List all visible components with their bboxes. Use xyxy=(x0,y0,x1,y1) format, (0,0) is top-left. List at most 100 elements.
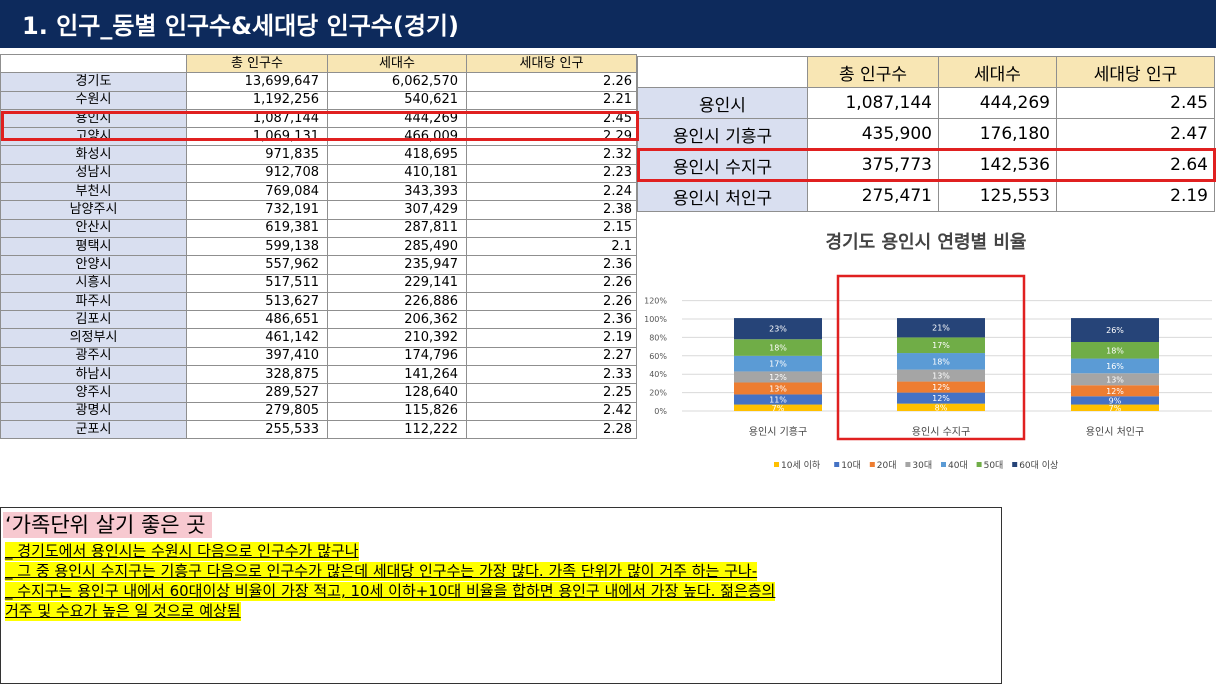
value-cell: 307,429 xyxy=(327,200,467,220)
legend-label: 40대 xyxy=(948,460,968,471)
legend-label: 10세 이하 xyxy=(781,460,821,471)
bar-segment xyxy=(1071,396,1159,405)
bar-segment xyxy=(1071,385,1159,397)
bar-segment xyxy=(897,381,985,393)
value-cell: 513,627 xyxy=(186,291,328,312)
bar-segment xyxy=(1071,358,1159,374)
value-cell: 461,142 xyxy=(186,328,328,348)
value-cell: 375,773 xyxy=(807,149,939,181)
row-name-cell: 부천시 xyxy=(0,182,187,202)
yongin-district-table: 총 인구수 세대수 세대당 인구 용인시 1,087,144 444,269 2.45 용인… xyxy=(637,56,1215,212)
column-header: 세대당 인구 xyxy=(1056,56,1215,88)
value-cell: 444,269 xyxy=(327,108,467,129)
table-row: 용인시 기흥구 435,900 176,180 2.47 xyxy=(637,118,1215,150)
value-cell: 2.64 xyxy=(1056,149,1215,181)
header-blank xyxy=(0,53,187,74)
column-header: 세대수 xyxy=(327,53,467,74)
legend-swatch xyxy=(905,462,911,467)
data-label: 18% xyxy=(1106,346,1124,355)
value-cell: 2.1 xyxy=(466,236,637,257)
chart-svg: 경기도 용인시 연령별 비율0%20%40%60%80%100%120%7%11… xyxy=(644,232,1212,471)
value-cell: 2.47 xyxy=(1056,118,1215,150)
data-label: 17% xyxy=(769,360,787,369)
data-label: 12% xyxy=(932,383,950,392)
legend-swatch xyxy=(976,462,982,467)
value-cell: 279,805 xyxy=(186,401,328,421)
row-name-cell: 용인시 수지구 xyxy=(637,149,808,181)
table-row: 의정부시 461,142 210,392 2.19 xyxy=(0,328,637,348)
data-label: 12% xyxy=(932,394,950,403)
bar-segment xyxy=(1071,373,1159,386)
row-name-cell: 안양시 xyxy=(0,255,187,275)
table-row: 시흥시 517,511 229,141 2.26 xyxy=(0,273,637,293)
legend-label: 30대 xyxy=(912,460,932,471)
legend-swatch xyxy=(774,462,779,467)
table-row: 경기도 13,699,647 6,062,570 2.26 xyxy=(0,72,637,92)
row-name-cell: 경기도 xyxy=(0,72,187,92)
table-row: 성남시 912,708 410,181 2.23 xyxy=(0,163,637,184)
value-cell: 2.26 xyxy=(466,291,637,312)
bar-segment xyxy=(734,394,822,405)
value-cell: 2.19 xyxy=(1056,180,1215,212)
header-blank xyxy=(637,56,808,88)
bar-segment xyxy=(734,404,822,411)
value-cell: 2.19 xyxy=(466,328,637,348)
data-label: 21% xyxy=(932,324,950,333)
bar-segment xyxy=(734,318,822,340)
value-cell: 466,009 xyxy=(327,127,467,147)
y-tick-label: 100% xyxy=(644,315,667,324)
row-name-cell: 고양시 xyxy=(0,127,187,147)
value-cell: 410,181 xyxy=(327,163,467,184)
data-label: 13% xyxy=(932,372,950,381)
value-cell: 275,471 xyxy=(807,180,939,212)
note-line-1: _ 경기도에서 용인시는 수원시 다음으로 인구수가 많구나 xyxy=(5,542,359,561)
value-cell: 285,490 xyxy=(327,236,467,257)
y-tick-label: 60% xyxy=(649,352,667,361)
table-row: 광주시 397,410 174,796 2.27 xyxy=(0,346,637,367)
data-label: 17% xyxy=(932,341,950,350)
note-line-3: _ 수지구는 용인구 내에서 60대이상 비율이 가장 적고, 10세 이하+1… xyxy=(5,582,776,601)
table-row: 용인시 수지구 375,773 142,536 2.64 xyxy=(637,149,1215,181)
note-line-2: _ 그 중 용인시 수지구는 기흥구 다음으로 인구수가 많은데 세대당 인구수… xyxy=(5,562,758,581)
value-cell: 2.21 xyxy=(466,90,637,110)
bar-segment xyxy=(734,371,822,383)
title-bar: 1. 인구_동별 인구수&세대당 인구수(경기) xyxy=(0,0,1216,48)
data-label: 13% xyxy=(1106,375,1124,384)
note-line-4: 거주 및 수요가 높은 일 것으로 예상됨 xyxy=(5,602,241,621)
value-cell: 435,900 xyxy=(807,118,939,150)
table-row: 파주시 513,627 226,886 2.26 xyxy=(0,291,637,312)
column-header: 세대당 인구 xyxy=(466,53,637,74)
table-row: 김포시 486,651 206,362 2.36 xyxy=(0,310,637,330)
x-tick-label: 용인시 기흥구 xyxy=(749,425,807,438)
value-cell: 176,180 xyxy=(938,118,1057,150)
value-cell: 912,708 xyxy=(186,163,328,184)
value-cell: 2.29 xyxy=(466,127,637,147)
value-cell: 1,192,256 xyxy=(186,90,328,110)
table-header-row: 총 인구수 세대수 세대당 인구 xyxy=(0,53,637,74)
row-name-cell: 남양주시 xyxy=(0,200,187,220)
value-cell: 13,699,647 xyxy=(186,72,328,92)
value-cell: 255,533 xyxy=(186,419,328,440)
value-cell: 486,651 xyxy=(186,310,328,330)
value-cell: 289,527 xyxy=(186,383,328,403)
table-row: 남양주시 732,191 307,429 2.38 xyxy=(0,200,637,220)
data-label: 12% xyxy=(769,373,787,382)
value-cell: 1,087,144 xyxy=(807,87,939,119)
value-cell: 2.27 xyxy=(466,346,637,367)
table-header-row: 총 인구수 세대수 세대당 인구 xyxy=(637,56,1215,88)
row-name-cell: 시흥시 xyxy=(0,273,187,293)
note-heading: ‘가족단위 살기 좋은 곳 xyxy=(3,512,212,538)
row-name-cell: 군포시 xyxy=(0,419,187,440)
data-label: 13% xyxy=(769,384,787,393)
legend-label: 20대 xyxy=(877,460,897,471)
row-name-cell: 성남시 xyxy=(0,163,187,184)
table-row: 수원시 1,192,256 540,621 2.21 xyxy=(0,90,637,110)
bar-segment xyxy=(897,369,985,382)
row-name-cell: 화성시 xyxy=(0,145,187,165)
table-row: 화성시 971,835 418,695 2.32 xyxy=(0,145,637,165)
bar-segment xyxy=(734,355,822,372)
row-name-cell: 수원시 xyxy=(0,90,187,110)
table-row: 고양시 1,069,131 466,009 2.29 xyxy=(0,127,637,147)
value-cell: 619,381 xyxy=(186,218,328,238)
data-label: 8% xyxy=(935,403,948,412)
